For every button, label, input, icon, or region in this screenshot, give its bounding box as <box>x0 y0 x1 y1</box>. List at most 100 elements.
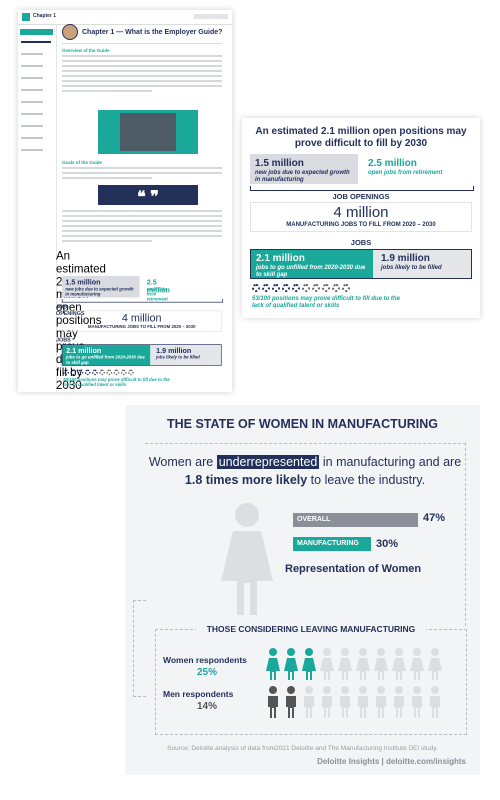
man-icon <box>265 685 281 724</box>
text-line <box>62 90 152 92</box>
text-line <box>62 215 222 217</box>
women-card: THE STATE OF WOMEN IN MANUFACTURING Wome… <box>125 405 480 775</box>
woman-icon <box>265 647 281 686</box>
sidebar-button <box>20 29 53 35</box>
unfilled-desc: jobs to go unfilled from 2020-2030 due t… <box>66 355 145 366</box>
section-heading: Overview of the Guide <box>62 48 110 53</box>
filled-value: 1.9 million <box>381 253 430 264</box>
gear <box>342 284 350 292</box>
gear <box>312 284 320 292</box>
woman-icon <box>373 647 389 686</box>
headline-part: Women are <box>148 455 217 469</box>
gear <box>92 369 98 376</box>
unfilled-box: 2.1 million jobs to go unfilled from 202… <box>251 250 373 278</box>
jobs-row: 2.1 million jobs to go unfilled from 202… <box>250 249 472 279</box>
women-label: Women respondents <box>163 655 247 665</box>
gear <box>113 369 120 376</box>
total-box: 4 million MANUFACTURING JOBS TO FILL FRO… <box>250 202 472 232</box>
bracket <box>250 186 474 191</box>
text-line <box>62 230 222 232</box>
man-icon <box>391 685 407 724</box>
openings-label: JOB OPENINGS <box>332 192 390 201</box>
growth-desc: new jobs due to expected growth in manuf… <box>255 170 350 183</box>
man-icon <box>301 685 317 724</box>
filled-desc: jobs likely to be filled <box>156 355 200 361</box>
nav-item <box>21 53 43 55</box>
connector <box>133 600 146 697</box>
filled-box: 1.9 million jobs likely to be filled <box>150 345 221 366</box>
nav-item <box>21 101 43 103</box>
headline-bold: 1.8 times more likely <box>184 473 308 487</box>
mfg-value: 30% <box>376 538 399 550</box>
gear <box>322 284 330 292</box>
leaving-title: THOSE CONSIDERING LEAVING MANUFACTURING <box>196 624 426 634</box>
headline-highlight: underrepresented <box>216 455 320 469</box>
unfilled-box: 2.1 million jobs to go unfilled from 202… <box>62 345 151 366</box>
woman-icon <box>355 647 371 686</box>
nav-item <box>21 149 43 151</box>
doc-heading: Chapter 1 — What is the Employer Guide? <box>82 29 223 36</box>
sidebar <box>18 25 57 392</box>
photo <box>120 113 176 151</box>
total-box: 4 million MANUFACTURING JOBS TO FILL FRO… <box>61 310 222 333</box>
woman-icon <box>409 647 425 686</box>
nav-item <box>21 125 43 127</box>
divider <box>62 43 222 44</box>
headline-part: to leave the industry. <box>307 473 426 487</box>
jobs-label: JOBS <box>350 238 372 247</box>
text-line <box>62 80 222 82</box>
retirement-value: 2.5 million <box>146 278 170 295</box>
gear <box>77 369 84 376</box>
man-icon <box>337 685 353 724</box>
text-line <box>62 70 222 72</box>
gear <box>84 369 91 376</box>
nav-item <box>21 113 43 115</box>
text-line <box>62 240 152 242</box>
gear <box>120 369 127 376</box>
text-line <box>62 60 222 62</box>
gear <box>63 369 69 376</box>
gear <box>128 369 134 376</box>
nav-item <box>21 137 43 139</box>
representation-label: Representation of Women <box>285 563 422 575</box>
section-heading: Goals of the Guide <box>62 160 103 165</box>
info-title: An estimated 2.1 million open positions … <box>255 126 467 149</box>
woman-icon <box>391 647 407 686</box>
gear <box>262 284 270 292</box>
nav-item <box>21 89 43 91</box>
growth-desc: new jobs due to expected growth in manuf… <box>65 287 134 297</box>
toolbar <box>194 14 228 19</box>
growth-box: 1.5 million new jobs due to expected gro… <box>61 275 140 298</box>
man-icon <box>427 685 443 724</box>
gear <box>99 369 105 376</box>
text-line <box>62 167 222 169</box>
info-note: 53/100 positions may prove difficult to … <box>252 296 400 309</box>
growth-value: 1.5 million <box>255 158 304 169</box>
text-line <box>62 75 222 77</box>
filled-box: 1.9 million jobs likely to be filled <box>373 250 471 278</box>
quote-banner: ❝ ❞ <box>98 185 198 206</box>
men-value: 14% <box>197 701 218 712</box>
unfilled-desc: jobs to go unfilled from 2020-2030 due t… <box>256 265 366 278</box>
gear <box>282 284 290 292</box>
gear <box>272 284 280 292</box>
nav-item <box>21 65 43 67</box>
source: Source: Deloitte analysis of data from20… <box>167 745 438 752</box>
man-icon <box>283 685 299 724</box>
nav-item <box>21 41 51 43</box>
text-line <box>62 220 222 222</box>
total-value: 4 million <box>121 311 162 325</box>
mfg-bar: MANUFACTURING <box>293 537 371 551</box>
nav-item <box>21 77 43 79</box>
gear <box>292 284 300 292</box>
dashed-frame <box>145 443 466 626</box>
woman-icon <box>337 647 353 686</box>
woman-icon <box>427 647 443 686</box>
gear <box>252 284 260 292</box>
text-line <box>62 85 222 87</box>
body-text <box>62 167 222 183</box>
text-line <box>62 177 152 179</box>
man-icon <box>409 685 425 724</box>
growth-box: 1.5 million new jobs due to expected gro… <box>250 154 358 184</box>
